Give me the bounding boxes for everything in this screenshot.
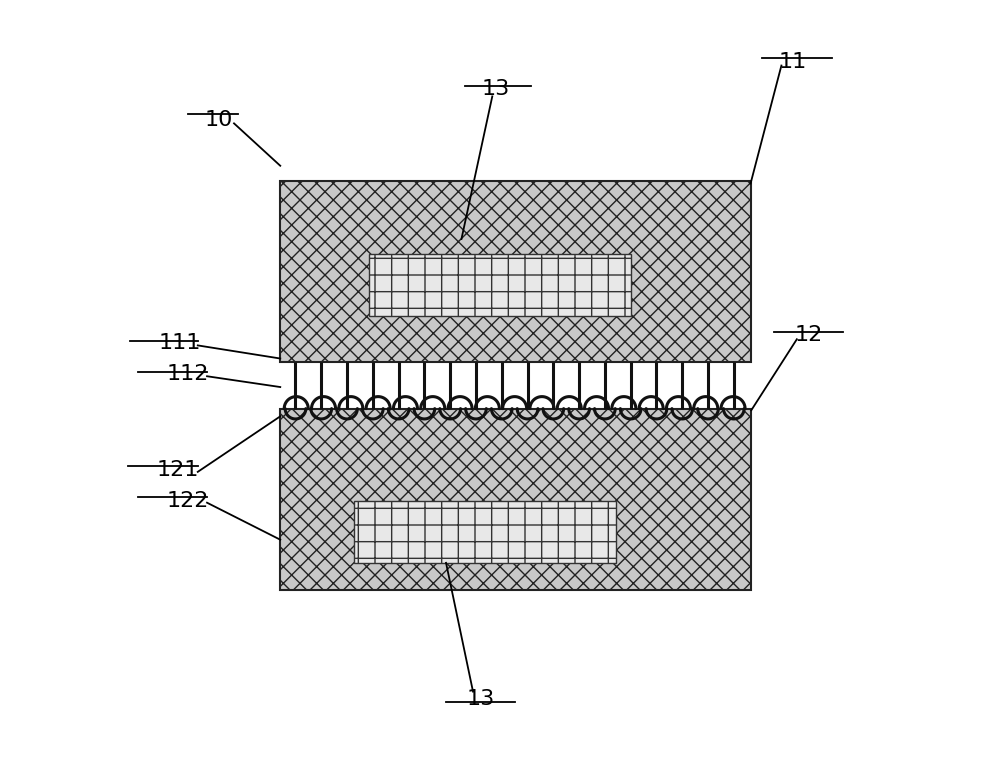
Text: 13: 13 <box>482 79 510 99</box>
Text: 12: 12 <box>794 325 823 345</box>
Bar <box>280 181 751 362</box>
Text: 122: 122 <box>167 491 209 511</box>
Text: 10: 10 <box>204 109 233 130</box>
Bar <box>280 409 751 590</box>
Bar <box>354 501 616 563</box>
Text: 121: 121 <box>157 460 199 480</box>
Text: 112: 112 <box>167 364 209 384</box>
Bar <box>369 254 631 316</box>
Text: 111: 111 <box>159 333 201 353</box>
Text: 11: 11 <box>779 52 807 72</box>
Text: 13: 13 <box>467 689 495 709</box>
